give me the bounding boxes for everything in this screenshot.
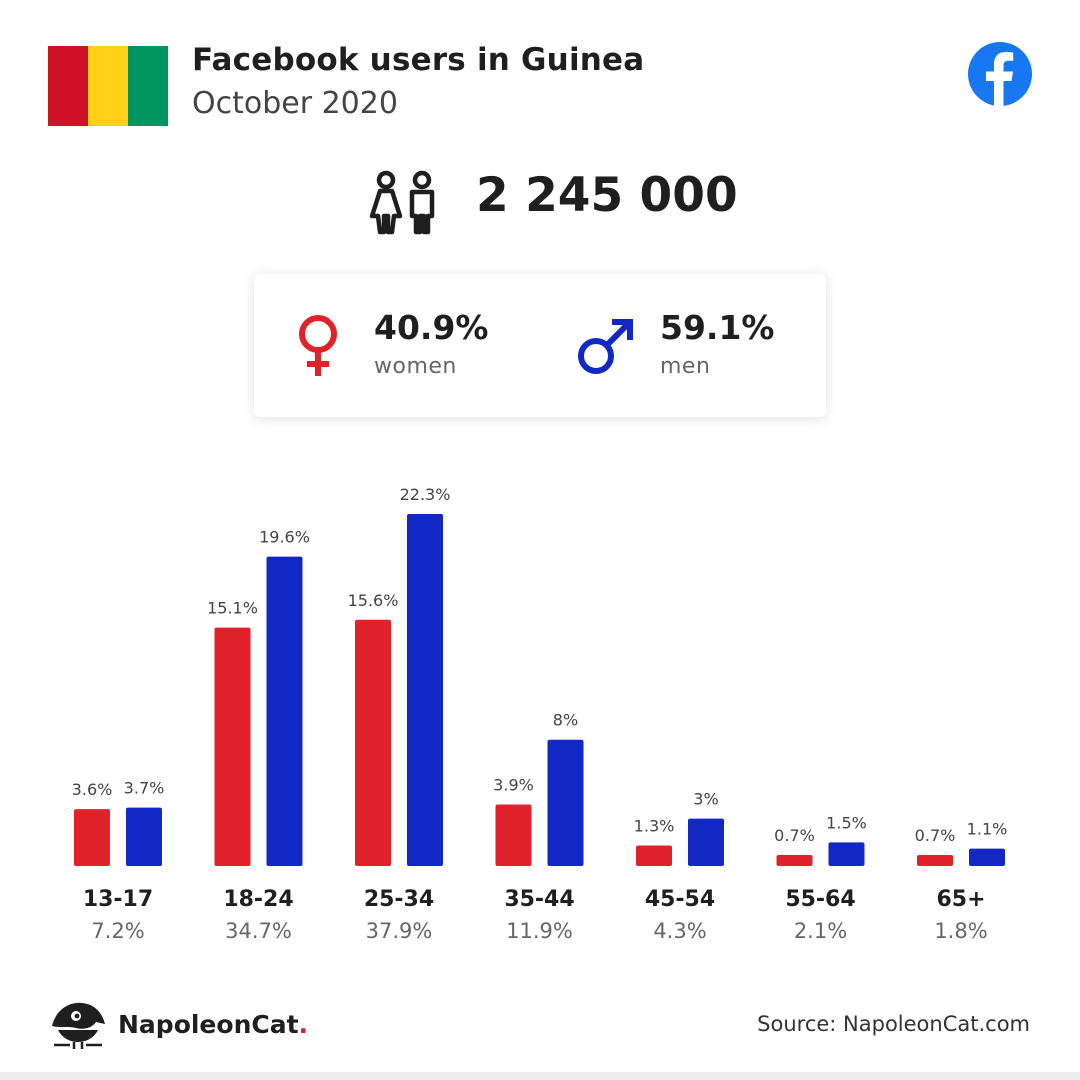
- bottom-strip: [0, 1072, 1080, 1080]
- brand-name-text: NapoleonCat: [118, 1010, 299, 1039]
- category-total: 11.9%: [506, 919, 573, 943]
- bar: [688, 818, 724, 866]
- category-label: 45-54: [645, 887, 715, 912]
- data-label: 0.7%: [915, 826, 956, 845]
- bar: [266, 556, 303, 866]
- category-total: 4.3%: [653, 919, 706, 943]
- source-credit: Source: NapoleonCat.com: [757, 1012, 1030, 1036]
- bar: [355, 619, 391, 866]
- data-label: 15.1%: [207, 599, 258, 618]
- data-label: 3.9%: [493, 775, 534, 794]
- facebook-logo-icon: [968, 42, 1032, 106]
- women-percent: 40.9%: [374, 308, 489, 347]
- flag-stripe-green: [128, 46, 168, 126]
- gender-summary-card: 40.9% women 59.1% men: [254, 274, 826, 417]
- female-symbol-icon: [299, 315, 337, 376]
- total-users: 2 245 000: [476, 168, 738, 223]
- bar: [214, 627, 251, 866]
- data-label: 3%: [693, 790, 718, 809]
- data-label: 22.3%: [400, 485, 451, 504]
- data-label: 1.1%: [967, 820, 1008, 839]
- women-label: women: [374, 354, 457, 379]
- brand-name: NapoleonCat.: [118, 1010, 308, 1039]
- category-label: 13-17: [83, 887, 153, 912]
- bar: [74, 809, 110, 866]
- bar: [407, 514, 443, 866]
- people-icon: [369, 170, 435, 235]
- data-label: 15.6%: [348, 591, 399, 610]
- category-total: 34.7%: [225, 919, 292, 943]
- bar: [776, 854, 813, 866]
- bar: [495, 804, 532, 866]
- category-total: 2.1%: [794, 919, 847, 943]
- data-label: 8%: [553, 711, 578, 730]
- data-label: 1.5%: [826, 813, 867, 832]
- category-label: 18-24: [223, 887, 293, 912]
- category-total: 1.8%: [934, 919, 987, 943]
- data-label: 0.7%: [774, 826, 815, 845]
- data-label: 3.6%: [72, 780, 113, 799]
- page-title: Facebook users in Guinea: [192, 42, 645, 78]
- data-label: 19.6%: [259, 528, 310, 547]
- flag-stripe-red: [48, 46, 88, 126]
- category-label: 65+: [936, 887, 985, 912]
- men-percent: 59.1%: [660, 308, 775, 347]
- guinea-flag: [48, 46, 168, 126]
- bar: [828, 842, 865, 866]
- male-symbol-icon: [578, 319, 633, 374]
- bar: [969, 848, 1005, 866]
- category-total: 37.9%: [366, 919, 433, 943]
- napoleoncat-logo-icon: [52, 1002, 105, 1049]
- data-label: 3.7%: [124, 779, 165, 798]
- category-total: 7.2%: [91, 919, 144, 943]
- data-label: 1.3%: [634, 816, 675, 835]
- bar: [126, 807, 162, 866]
- flag-stripe-yellow: [88, 46, 128, 126]
- men-label: men: [660, 354, 711, 379]
- brand-dot: .: [298, 1010, 309, 1039]
- category-label: 25-34: [364, 887, 434, 912]
- age-gender-bar-chart: 3.6% 3.7% 13-17 7.2% 15.1% 19.6% 18-24 34.7% 15.…: [72, 485, 1008, 943]
- bar: [917, 854, 953, 866]
- page-subtitle: October 2020: [192, 86, 398, 121]
- category-label: 55-64: [785, 887, 855, 912]
- bar: [547, 739, 584, 866]
- bar: [636, 845, 672, 866]
- category-label: 35-44: [504, 887, 574, 912]
